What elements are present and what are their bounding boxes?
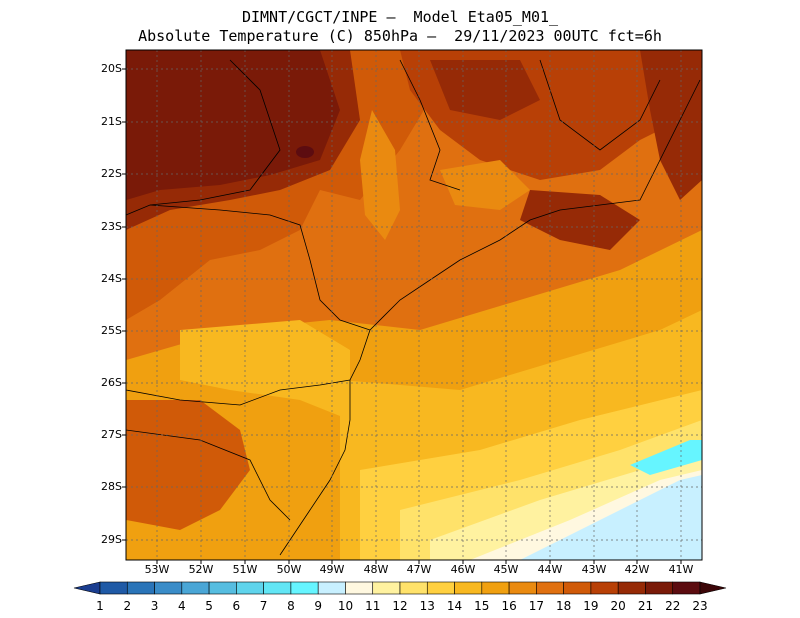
colorbar-label: 6	[232, 599, 241, 613]
colorbar-label: 17	[528, 599, 544, 613]
field-17-ridge	[360, 110, 400, 240]
field-15-west	[180, 320, 350, 420]
lon-label: 45W	[493, 563, 519, 576]
colorbar-segment	[590, 581, 619, 595]
colorbar-segment	[99, 581, 128, 595]
map-title-line-2: Absolute Temperature (C) 850hPa – 29/11/…	[138, 27, 662, 45]
field-21-ne	[430, 60, 540, 120]
colorbar-label: 3	[150, 599, 159, 613]
lat-label: 28S	[101, 480, 122, 493]
coastline-north	[369, 79, 701, 331]
colorbar-arrow-left	[73, 581, 101, 595]
lon-label: 46W	[450, 563, 476, 576]
colorbar-segment	[372, 581, 401, 595]
colorbar-segment	[399, 581, 428, 595]
field-23	[296, 146, 314, 158]
colorbar-label: 8	[287, 599, 295, 613]
field-17-inland	[440, 160, 530, 210]
colorbar-segment	[481, 581, 510, 595]
lat-label: 20S	[101, 62, 122, 75]
state-border-south	[149, 204, 371, 331]
field-9	[630, 440, 702, 475]
colorbar-label: 11	[365, 599, 381, 613]
colorbar-segment	[672, 581, 701, 595]
colorbar-label: 1	[96, 599, 104, 613]
colorbar-label: 19	[583, 599, 599, 613]
colorbar-label: 18	[555, 599, 572, 613]
colorbar-label: 5	[205, 599, 213, 613]
colorbar-label: 14	[446, 599, 463, 613]
lon-label: 52W	[188, 563, 214, 576]
lon-label: 41W	[668, 563, 694, 576]
colorbar-segment	[426, 581, 455, 595]
state-border-rs	[126, 429, 291, 521]
coastline-borders	[126, 59, 701, 556]
lon-label: 49W	[319, 563, 345, 576]
colorbar-label: 9	[314, 599, 322, 613]
colorbar-segment	[645, 581, 674, 595]
colorbar-segment	[317, 581, 346, 595]
colorbar-segment	[536, 581, 564, 595]
lon-label: 53W	[144, 563, 170, 576]
coastline-south	[279, 329, 371, 556]
lon-label: 44W	[537, 563, 563, 576]
lat-label: 27S	[101, 428, 122, 441]
colorbar-label: 12	[392, 599, 408, 613]
state-border-sc	[126, 379, 351, 406]
lon-label: 50W	[276, 563, 302, 576]
lon-label: 43W	[581, 563, 607, 576]
field-10	[520, 475, 702, 560]
state-border-mg	[399, 59, 461, 191]
lat-label: 21S	[101, 115, 122, 128]
lat-label: 26S	[101, 376, 122, 389]
colorbar-label: 16	[501, 599, 517, 613]
colorbar-segment	[154, 581, 183, 595]
colorbar-label: 20	[610, 599, 626, 613]
lat-label: 23S	[101, 220, 122, 233]
temperature-field	[126, 50, 702, 560]
field-21-e	[640, 50, 702, 200]
colorbar-label: 10	[337, 599, 354, 613]
lon-label: 42W	[624, 563, 650, 576]
lon-label: 51W	[232, 563, 258, 576]
colorbar-segment	[563, 581, 592, 595]
colorbar-segment	[454, 581, 483, 595]
colorbar-label: 15	[474, 599, 490, 613]
colorbar-arrow-right	[699, 581, 727, 595]
colorbar-segment	[345, 581, 374, 595]
colorbar-segment	[263, 581, 292, 595]
colorbar-label: 4	[177, 599, 186, 613]
colorbar-segment	[290, 581, 319, 595]
lat-label: 29S	[101, 533, 122, 546]
map-frame	[125, 49, 703, 561]
lat-label: 22S	[101, 167, 122, 180]
lon-label: 47W	[406, 563, 432, 576]
colorbar-segment	[126, 581, 155, 595]
colorbar-label: 13	[419, 599, 435, 613]
field-19-sw	[126, 400, 250, 530]
lat-lon-grid	[126, 50, 702, 560]
colorbar-segment	[181, 581, 210, 595]
colorbar-segment	[236, 581, 264, 595]
colorbar-label: 23	[692, 599, 708, 613]
lon-label: 48W	[363, 563, 389, 576]
colorbar-segment	[208, 581, 237, 595]
colorbar-label: 21	[637, 599, 654, 613]
lat-label: 25S	[101, 324, 122, 337]
colorbar-segment	[508, 581, 537, 595]
lat-label: 24S	[101, 272, 122, 285]
colorbar-label: 2	[123, 599, 132, 613]
colorbar-label: 7	[259, 599, 268, 613]
state-border-es	[539, 59, 661, 151]
map-title-line-1: DIMNT/CGCT/INPE – Model Eta05_M01_	[241, 8, 559, 26]
colorbar-label: 22	[665, 599, 681, 613]
colorbar-segment	[617, 581, 646, 595]
field-22	[126, 50, 340, 200]
axis-ticks	[122, 68, 682, 564]
colorbar	[73, 581, 727, 595]
